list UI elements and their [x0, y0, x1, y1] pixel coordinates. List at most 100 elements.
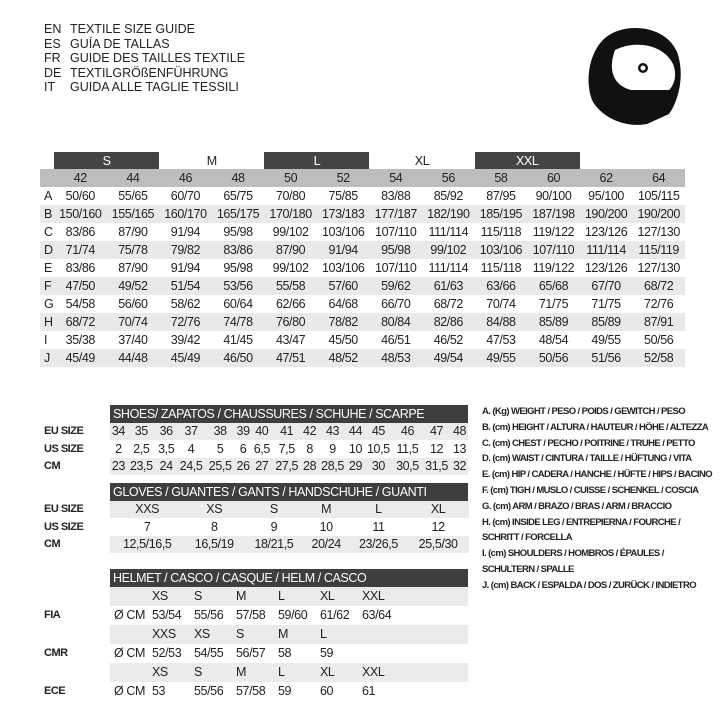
table-cell: 47	[421, 422, 452, 440]
table-cell: 119/122	[532, 225, 575, 239]
table-cell: 68/72	[54, 313, 107, 331]
table-cell: 9	[270, 519, 278, 534]
helmet-icon	[588, 27, 681, 125]
size-band-xl: XL	[414, 153, 430, 168]
helmet-size: XXS	[152, 624, 194, 644]
table-cell: 6	[239, 441, 247, 456]
table-cell: 31,5	[421, 457, 452, 475]
table-row: G 54/58 56/60 58/62 60/64 62/66 64/68 66/70 68/7…	[40, 295, 685, 313]
table-cell: 68/72	[433, 297, 464, 311]
table-cell: 87/90	[118, 261, 148, 275]
spacer	[110, 624, 152, 644]
size-header: 52	[316, 169, 370, 187]
table-cell: 30	[363, 457, 393, 475]
size-band-l: L	[264, 152, 370, 169]
spacer	[110, 586, 152, 606]
table-cell: 91/94	[170, 261, 201, 275]
table-cell: 99/102	[272, 225, 309, 239]
table-cell: 95/100	[588, 189, 624, 203]
helmet-value: 57/58	[236, 684, 266, 698]
helmet-value: 53/54	[152, 608, 182, 622]
helmet-value: 55/56	[194, 608, 224, 622]
table-cell: 170/180	[264, 205, 317, 223]
row-label: FIA	[40, 605, 110, 625]
table-cell: 99/102	[272, 261, 309, 275]
spacer	[404, 606, 468, 625]
textile-size-table: S M L XL XXL 42 44 46 48 50 52 54 56 58 60 62 64 A 50/60 55…	[40, 152, 685, 367]
helmet-title: HELMET / CASCO / CASQUE / HELM / CASCO	[110, 569, 468, 587]
table-cell: 185/195	[474, 205, 528, 223]
table-cell: 190/200	[632, 205, 685, 223]
table-cell: 25,5/30	[408, 535, 468, 553]
table-cell: 150/160	[54, 205, 107, 223]
table-cell: 44	[347, 422, 364, 440]
table-cell: 111/114	[428, 261, 469, 275]
row-label: CM	[40, 535, 110, 553]
row-label: E	[44, 261, 52, 275]
table-cell: 155/165	[106, 205, 160, 223]
spacer	[40, 662, 110, 682]
table-cell: 45/50	[328, 333, 359, 347]
helmet-size: XL	[320, 662, 362, 682]
table-cell: 70/74	[106, 313, 160, 331]
spacer	[40, 405, 110, 423]
table-cell: 95/98	[369, 241, 423, 259]
table-cell: 11	[372, 519, 385, 534]
table-cell: 43	[317, 422, 348, 440]
spacer	[404, 662, 468, 682]
table-cell: 115/118	[480, 261, 522, 275]
helmet-value: 53	[152, 684, 166, 698]
table-row: US SIZE 2 2,5 3,5 4 5 6 6,5 7,5 8 9 10 10,5 11,5 12 13	[40, 440, 468, 458]
table-cell: 85/89	[579, 313, 633, 331]
size-header: 62	[579, 169, 633, 187]
legend-line: B. (cm) HEIGHT / ALTURA / HAUTEUR / HÖHE…	[482, 421, 709, 433]
table-cell: 46	[392, 422, 422, 440]
language-code: ES	[44, 36, 61, 51]
table-cell: 127/130	[637, 225, 680, 239]
table-cell: 70/80	[275, 189, 306, 203]
table-cell: 48	[451, 422, 468, 440]
table-cell: 87/91	[632, 313, 685, 331]
size-header: 64	[632, 169, 685, 187]
spacer	[40, 624, 110, 644]
table-cell: 54/58	[65, 297, 96, 311]
size-header: 46	[159, 169, 212, 187]
table-cell: 47/51	[264, 349, 317, 367]
spacer	[110, 662, 152, 682]
table-cell: 20/24	[303, 535, 349, 553]
table-cell: 123/126	[584, 261, 628, 275]
language-code: EN	[44, 22, 62, 36]
table-cell: 46/51	[381, 333, 411, 347]
table-cell: 48/52	[316, 349, 370, 367]
table-cell: 28,5	[317, 457, 348, 475]
table-cell: 12	[431, 519, 446, 534]
table-cell: 50/56	[644, 333, 674, 347]
size-band-m: M	[206, 153, 217, 168]
table-cell: 48/53	[369, 349, 423, 367]
table-row: US SIZE 7 8 9 10 11 12	[40, 518, 468, 536]
table-cell: 111/114	[428, 225, 469, 239]
table-cell: 119/122	[532, 261, 575, 275]
helmet-size: M	[236, 586, 278, 606]
table-cell: 35	[126, 422, 156, 440]
table-cell: 58/62	[170, 297, 201, 311]
table-cell: 59/62	[369, 277, 423, 295]
table-cell: 40	[251, 422, 273, 440]
table-cell: 50/56	[527, 349, 580, 367]
table-cell: 67/70	[579, 277, 633, 295]
table-row: EU SIZE 34 35 36 37 38 39 40 41 42 43 44 45 46 47 48	[40, 422, 468, 440]
helmet-size: S	[194, 586, 236, 606]
helmet-size: L	[320, 624, 362, 644]
table-cell: 56/60	[118, 297, 148, 311]
row-label: B	[40, 205, 54, 223]
table-cell: 95/98	[223, 225, 253, 239]
table-cell: 71/74	[54, 241, 107, 259]
table-cell: L	[348, 500, 409, 518]
table-cell: 9	[329, 441, 336, 456]
table-cell: 27	[251, 457, 273, 475]
table-cell: 91/94	[316, 241, 370, 259]
table-cell: 35/38	[65, 333, 96, 347]
table-cell: 187/198	[527, 205, 580, 223]
helmet-size-row: XS S M L XL XXL	[40, 662, 468, 682]
table-cell: 23/26,5	[348, 535, 409, 553]
